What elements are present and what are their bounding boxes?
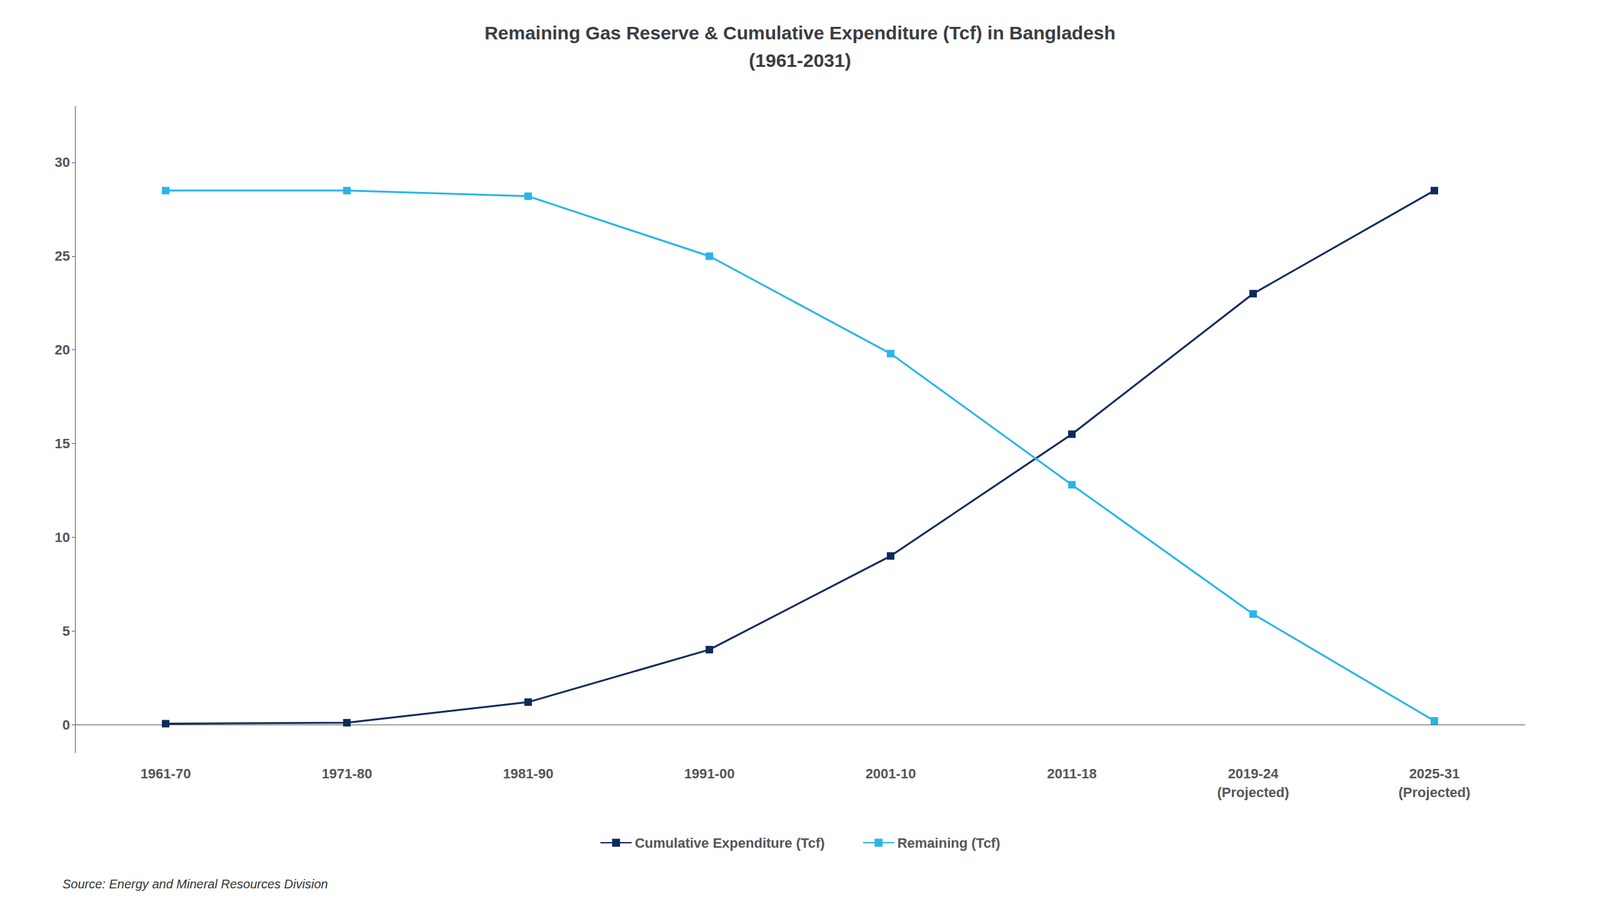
svg-text:5: 5 [62, 623, 70, 639]
svg-text:1971-80: 1971-80 [321, 765, 373, 782]
svg-text:1961-70: 1961-70 [140, 765, 192, 782]
svg-text:2001-10: 2001-10 [865, 765, 917, 782]
svg-text:2019-24: 2019-24 [1228, 765, 1280, 782]
svg-text:Source: Energy and Mineral Res: Source: Energy and Mineral Resources Div… [62, 876, 329, 891]
svg-text:15: 15 [55, 435, 70, 452]
svg-text:20: 20 [55, 341, 70, 358]
svg-text:(Projected): (Projected) [1217, 784, 1290, 800]
svg-text:10: 10 [55, 529, 70, 545]
svg-text:0: 0 [62, 716, 70, 733]
svg-text:(Projected): (Projected) [1398, 784, 1471, 800]
svg-text:2025-31: 2025-31 [1409, 765, 1460, 782]
svg-text:1991-00: 1991-00 [684, 765, 735, 782]
svg-text:Remaining (Tcf): Remaining (Tcf) [897, 835, 1001, 851]
svg-text:2011-18: 2011-18 [1046, 765, 1097, 782]
svg-text:25: 25 [55, 248, 70, 264]
svg-text:Remaining Gas Reserve & Cumula: Remaining Gas Reserve & Cumulative Expen… [484, 22, 1116, 44]
svg-text:Cumulative Expenditure (Tcf): Cumulative Expenditure (Tcf) [635, 835, 825, 851]
svg-text:1981-90: 1981-90 [503, 765, 554, 782]
svg-text:(1961-2031): (1961-2031) [748, 50, 851, 71]
svg-text:30: 30 [55, 154, 70, 170]
